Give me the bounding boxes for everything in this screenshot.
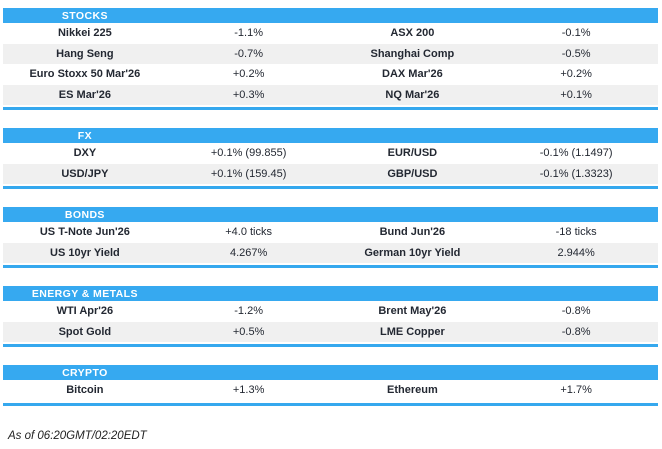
section-divider xyxy=(3,265,658,268)
instrument-name: ES Mar'26 xyxy=(58,88,111,101)
section-header: ENERGY & METALS xyxy=(3,286,658,301)
table-row: Bitcoin +1.3% Ethereum +1.7% xyxy=(3,380,658,401)
instrument-change: -0.7% xyxy=(234,47,263,60)
instrument-change: -0.1% (1.1497) xyxy=(539,147,613,160)
instrument-change: -1.2% xyxy=(234,305,263,318)
table-row: Spot Gold +0.5% LME Copper -0.8% xyxy=(3,321,658,342)
table-row: Euro Stoxx 50 Mar'26 +0.2% DAX Mar'26 +0… xyxy=(3,64,658,85)
instrument-change: +4.0 ticks xyxy=(225,226,273,239)
section-stocks: STOCKS Nikkei 225 -1.1% ASX 200 -0.1% Ha… xyxy=(3,8,658,110)
table-row: US 10yr Yield 4.267% German 10yr Yield 2… xyxy=(3,242,658,263)
section-header: STOCKS xyxy=(3,8,658,23)
instrument-change: 2.944% xyxy=(557,246,595,259)
instrument-name: USD/JPY xyxy=(61,167,109,180)
instrument-change: +1.3% xyxy=(232,384,265,397)
instrument-name: ASX 200 xyxy=(390,27,435,40)
instrument-change: +0.1% xyxy=(560,88,592,101)
instrument-name: Ethereum xyxy=(387,384,438,397)
table-row: ES Mar'26 +0.3% NQ Mar'26 +0.1% xyxy=(3,84,658,105)
table-row: Hang Seng -0.7% Shanghai Comp -0.5% xyxy=(3,43,658,64)
instrument-name: US 10yr Yield xyxy=(50,246,120,259)
section-header: CRYPTO xyxy=(3,365,658,380)
instrument-name: NQ Mar'26 xyxy=(385,88,440,101)
instrument-change: +1.7% xyxy=(560,384,592,397)
instrument-change: -0.8% xyxy=(561,325,591,338)
section-divider xyxy=(3,186,658,189)
instrument-name: US T-Note Jun'26 xyxy=(39,226,130,239)
section-header: FX xyxy=(3,128,658,143)
instrument-name: EUR/USD xyxy=(387,147,438,160)
instrument-change: 4.267% xyxy=(229,246,268,259)
table-row: DXY +0.1% (99.855) EUR/USD -0.1% (1.1497… xyxy=(3,143,658,164)
instrument-change: +0.2% xyxy=(560,68,592,81)
section-divider xyxy=(3,107,658,110)
instrument-name: Spot Gold xyxy=(58,325,112,338)
instrument-change: -0.8% xyxy=(561,305,591,318)
section-divider xyxy=(3,402,658,406)
section-divider xyxy=(3,344,658,347)
instrument-name: DXY xyxy=(73,147,97,160)
section-title: ENERGY & METALS xyxy=(31,287,138,300)
instrument-name: GBP/USD xyxy=(387,167,438,180)
instrument-change: +0.2% xyxy=(232,68,265,81)
instrument-name: Shanghai Comp xyxy=(370,47,455,60)
instrument-change: +0.3% xyxy=(232,88,265,101)
instrument-change: -18 ticks xyxy=(555,226,597,239)
table-row: Nikkei 225 -1.1% ASX 200 -0.1% xyxy=(3,23,658,44)
section-header: BONDS xyxy=(3,207,658,222)
instrument-change: -0.1% (1.3323) xyxy=(539,167,613,180)
instrument-change: +0.5% xyxy=(232,325,265,338)
instrument-change: -0.5% xyxy=(561,47,591,60)
instrument-change: -0.1% xyxy=(561,27,591,40)
instrument-name: Bund Jun'26 xyxy=(379,226,446,239)
instrument-name: Brent May'26 xyxy=(378,305,447,318)
instrument-change: -1.1% xyxy=(234,27,263,40)
instrument-name: WTI Apr'26 xyxy=(56,305,114,318)
instrument-name: Nikkei 225 xyxy=(57,27,112,40)
section-title: FX xyxy=(77,129,92,142)
instrument-name: DAX Mar'26 xyxy=(382,68,443,81)
instrument-name: LME Copper xyxy=(379,325,445,338)
as-of-timestamp: As of 06:20GMT/02:20EDT xyxy=(8,429,147,442)
section-title: BONDS xyxy=(64,208,105,221)
table-row: US T-Note Jun'26 +4.0 ticks Bund Jun'26 … xyxy=(3,222,658,243)
instrument-change: +0.1% (99.855) xyxy=(210,147,287,160)
section-energy-metals: ENERGY & METALS WTI Apr'26 -1.2% Brent M… xyxy=(3,286,658,347)
section-crypto: CRYPTO Bitcoin +1.3% Ethereum +1.7% xyxy=(3,365,658,406)
instrument-change: +0.1% (159.45) xyxy=(210,167,287,180)
instrument-name: Bitcoin xyxy=(66,384,104,397)
section-title: CRYPTO xyxy=(62,366,108,379)
instrument-name: Euro Stoxx 50 Mar'26 xyxy=(29,68,141,81)
instrument-name: German 10yr Yield xyxy=(364,246,461,259)
table-row: WTI Apr'26 -1.2% Brent May'26 -0.8% xyxy=(3,301,658,322)
instrument-name: Hang Seng xyxy=(56,47,114,60)
section-fx: FX DXY +0.1% (99.855) EUR/USD -0.1% (1.1… xyxy=(3,128,658,189)
table-row: USD/JPY +0.1% (159.45) GBP/USD -0.1% (1.… xyxy=(3,163,658,184)
section-bonds: BONDS US T-Note Jun'26 +4.0 ticks Bund J… xyxy=(3,207,658,268)
section-title: STOCKS xyxy=(61,9,108,22)
